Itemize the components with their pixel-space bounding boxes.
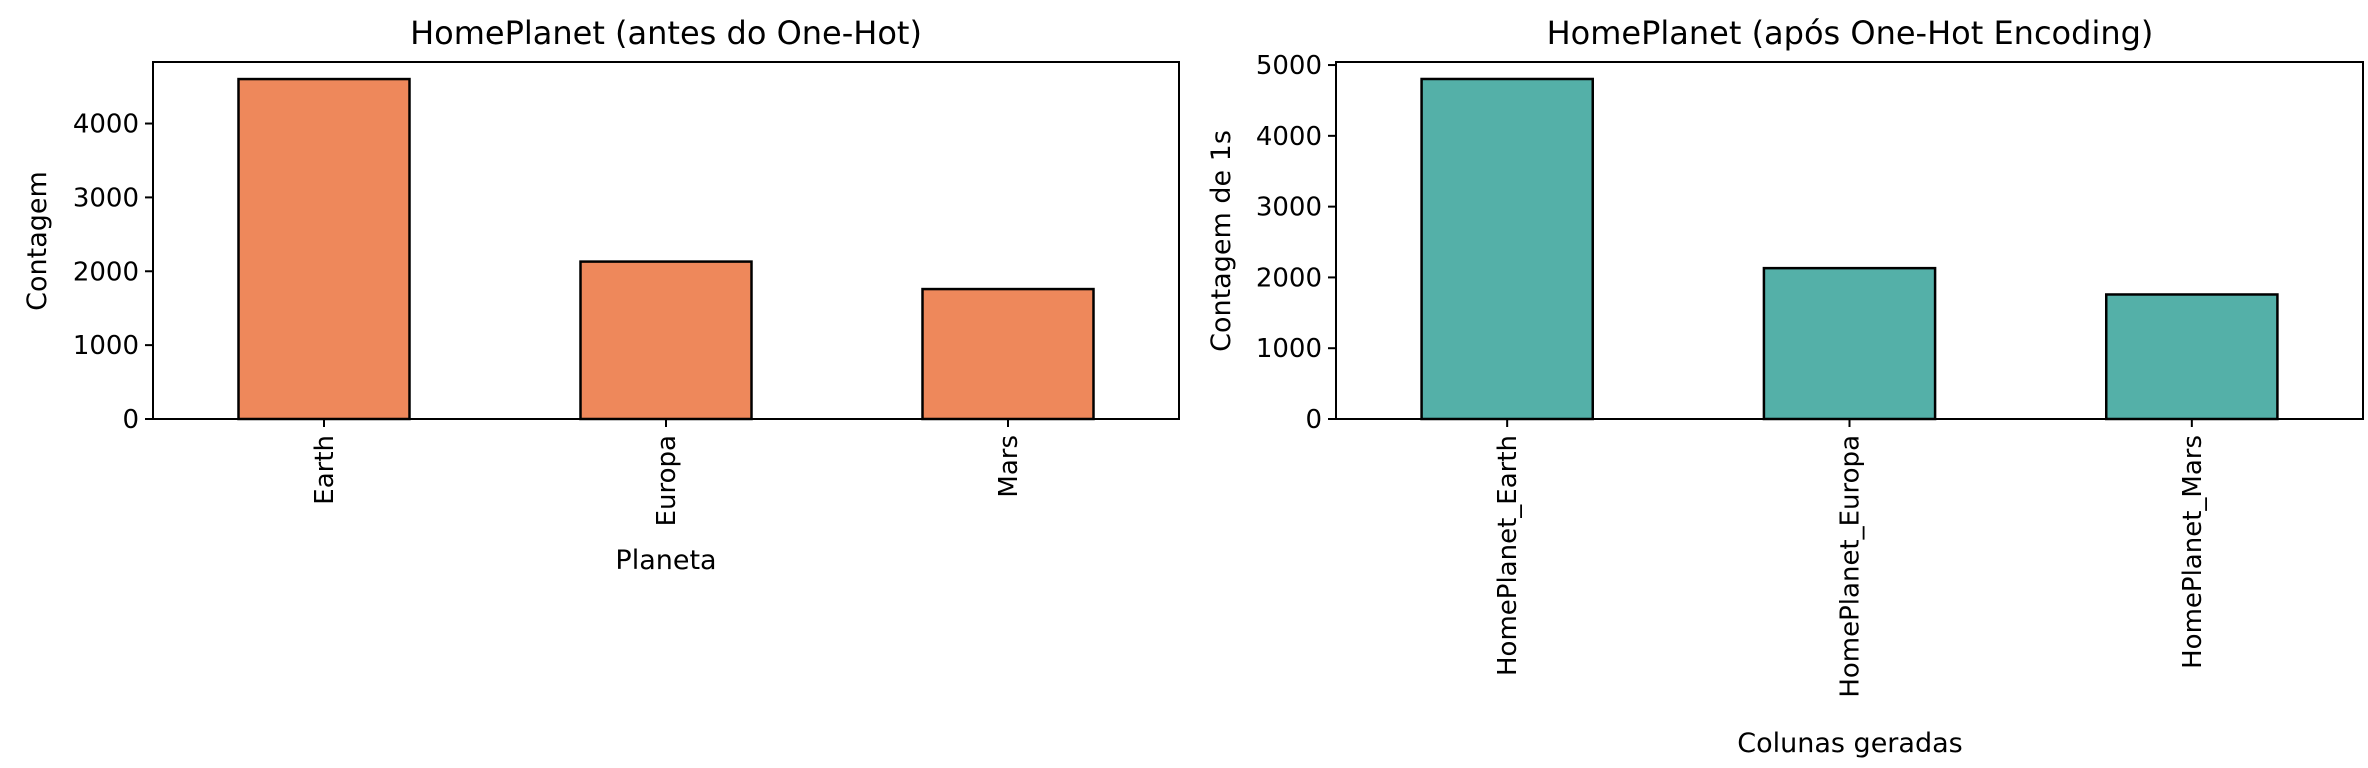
x-tick-label: HomePlanet_Europa [1836,435,1866,698]
chart-1-y-axis-label: Contagem [22,171,53,311]
bar-homeplanet-earth [1420,77,1595,421]
x-tick-label: Earth [310,435,340,505]
chart-1: HomePlanet (antes do One-Hot) 0 1000 2000 3… [22,14,1180,576]
chart-2-y-axis-label: Contagem de 1s [1206,130,1237,352]
y-tick-label: 3000 [1256,193,1322,223]
x-tick-label: HomePlanet_Mars [2178,435,2208,669]
bar-mars [921,287,1095,421]
chart-2-title: HomePlanet (após One-Hot Encoding) [1547,14,2154,52]
y-tick-label: 1000 [73,331,139,361]
chart-1-x-axis-label: Planeta [615,545,716,576]
y-tick-label: 0 [1305,405,1322,435]
y-tick-label: 4000 [73,110,139,140]
y-tick-label: 4000 [1256,122,1322,152]
y-tick-label: 1000 [1256,334,1322,364]
chart-2-y-axis: 0 1000 2000 3000 4000 5000 [1256,51,1336,435]
chart-2: HomePlanet (após One-Hot Encoding) 0 1000… [1206,14,2364,759]
bar-homeplanet-europa [1762,266,1937,421]
y-tick-label: 0 [122,405,139,435]
chart-2-x-axis-label: Colunas geradas [1737,728,1962,759]
chart-2-bars [1420,77,2279,421]
y-tick-label: 3000 [73,183,139,213]
bar-earth [237,77,411,421]
bar-europa [579,260,753,421]
chart-1-x-axis: Earth Europa Mars [310,419,1024,526]
chart-1-bars [237,77,1095,421]
bar-homeplanet-mars [2105,293,2279,421]
y-tick-label: 5000 [1256,51,1322,81]
x-tick-label: HomePlanet_Earth [1493,435,1523,676]
chart-1-title: HomePlanet (antes do One-Hot) [410,14,922,52]
chart-2-x-axis: HomePlanet_Earth HomePlanet_Europa HomePla… [1493,419,2208,698]
y-tick-label: 2000 [1256,263,1322,293]
chart-1-y-axis: 0 1000 2000 3000 4000 [73,110,153,435]
x-tick-label: Europa [652,435,682,526]
y-tick-label: 2000 [73,257,139,287]
x-tick-label: Mars [994,435,1024,498]
